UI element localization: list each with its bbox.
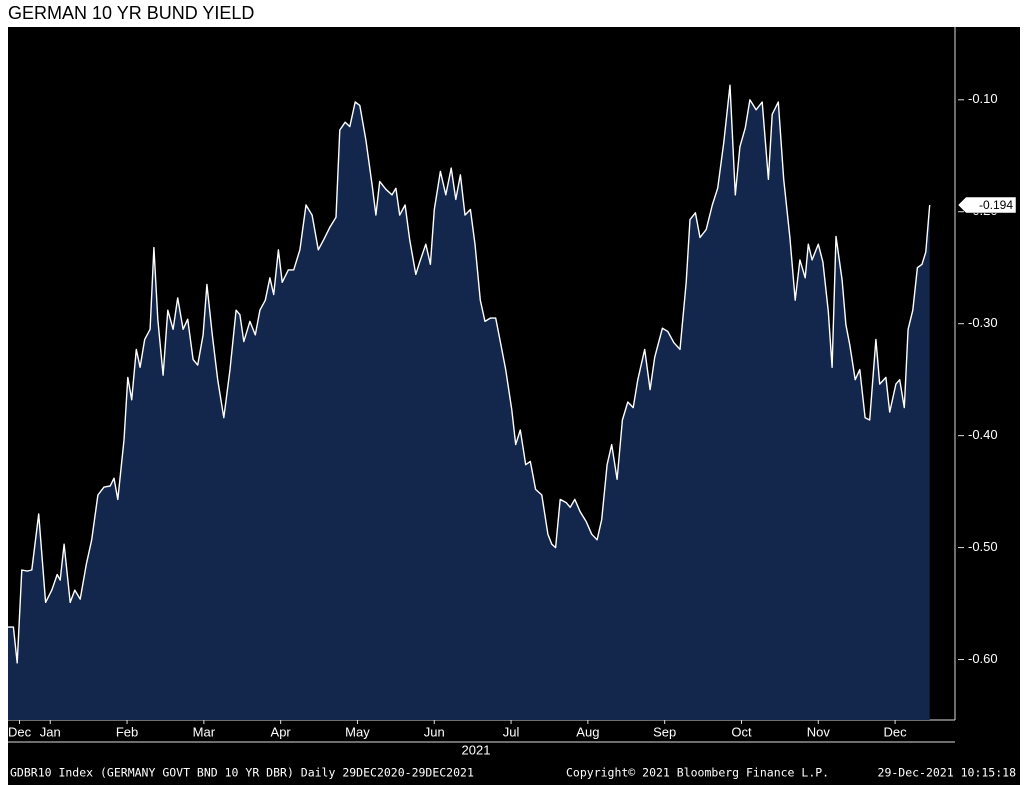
footer-timestamp: 29-Dec-2021 10:15:18 xyxy=(878,766,1017,780)
x-tick-label: Feb xyxy=(116,724,138,739)
x-tick-label: Apr xyxy=(271,724,292,739)
x-tick-label: Dec xyxy=(884,724,908,739)
x-tick-label: Sep xyxy=(653,724,676,739)
area-fill xyxy=(8,85,930,720)
y-tick-label: -0.40 xyxy=(968,427,998,442)
x-group-label: 2021 xyxy=(462,742,491,757)
x-tick-label: Jan xyxy=(40,724,61,739)
y-tick-label: -0.30 xyxy=(968,315,998,330)
y-tick-label: -0.60 xyxy=(968,651,998,666)
area-line xyxy=(8,84,931,664)
x-tick-label: Jun xyxy=(424,724,445,739)
footer-copyright: Copyright© 2021 Bloomberg Finance L.P. xyxy=(566,766,829,780)
last-value-box xyxy=(957,196,1017,214)
x-tick-label: May xyxy=(345,724,370,739)
chart-title: GERMAN 10 YR BUND YIELD xyxy=(8,3,254,23)
last-value-label: -0.194 xyxy=(979,198,1013,212)
y-tick-label: -0.50 xyxy=(968,539,998,554)
x-tick-label: Dec xyxy=(8,724,32,739)
y-tick-label: -0.10 xyxy=(968,91,998,106)
x-tick-label: Jul xyxy=(503,724,520,739)
x-tick-label: Oct xyxy=(731,724,752,739)
x-tick-label: Mar xyxy=(193,724,216,739)
footer-source: GDBR10 Index (GERMANY GOVT BND 10 YR DBR… xyxy=(10,766,474,780)
x-tick-label: Nov xyxy=(807,724,831,739)
x-tick-label: Aug xyxy=(576,724,599,739)
